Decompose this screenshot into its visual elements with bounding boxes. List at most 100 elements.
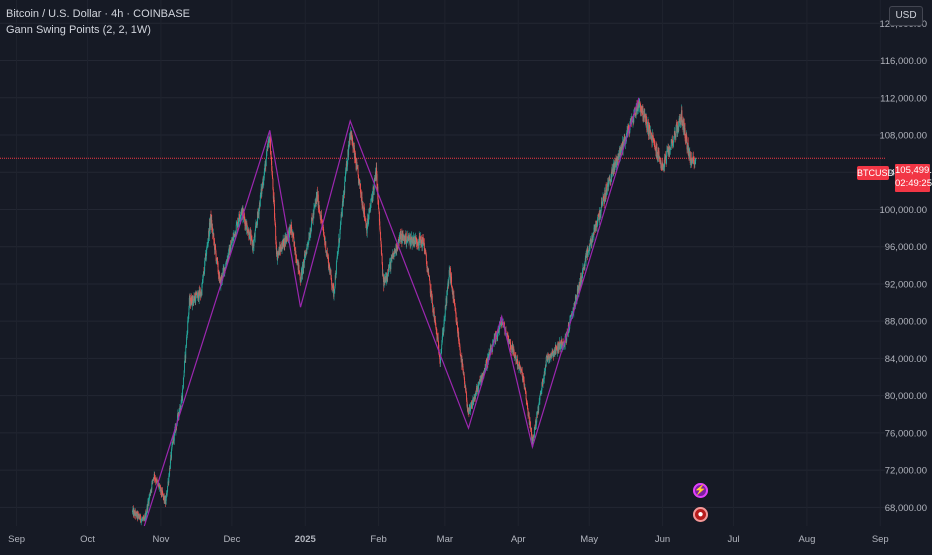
candle-body xyxy=(364,216,366,218)
candle-body xyxy=(651,134,653,143)
candle-body xyxy=(548,355,550,360)
candle-body xyxy=(675,124,677,128)
candle-body xyxy=(155,479,157,482)
candle-body xyxy=(231,240,233,243)
candle-body xyxy=(428,275,430,277)
candle-body xyxy=(199,291,201,296)
candle-body xyxy=(510,345,512,348)
candle-body xyxy=(531,431,533,441)
symbol-title[interactable]: Bitcoin / U.S. Dollar · 4h · COINBASE xyxy=(6,8,190,20)
time-tick-label: May xyxy=(580,534,598,545)
candle-body xyxy=(655,149,656,151)
candle-body xyxy=(618,153,620,156)
candle-body xyxy=(644,115,646,118)
candle-body xyxy=(250,234,252,237)
candle-body xyxy=(666,150,668,156)
candle-body xyxy=(649,128,651,134)
candle-body xyxy=(584,261,586,270)
candle-body xyxy=(273,197,275,204)
candle-body xyxy=(526,399,527,405)
candle-body xyxy=(329,268,331,274)
candle-body xyxy=(225,262,227,267)
time-axis[interactable]: Sep Oct Nov Dec 2025 Feb Mar Apr May Jun Jul Aug Sep xyxy=(8,534,889,545)
candle-body xyxy=(692,156,694,159)
indicator-title[interactable]: Gann Swing Points (2, 2, 1W) xyxy=(6,24,151,36)
candle-body xyxy=(146,511,148,514)
lightning-icon[interactable]: ⚡ xyxy=(693,483,708,498)
candle-body xyxy=(665,155,667,161)
candle-body xyxy=(310,226,312,232)
candle-body xyxy=(269,136,271,143)
candle-body xyxy=(501,322,503,325)
candle-body xyxy=(538,404,540,411)
candle-body xyxy=(381,253,383,256)
candle-body xyxy=(376,174,378,191)
candle-body xyxy=(692,156,694,163)
candle-body xyxy=(612,169,613,174)
candle-body xyxy=(299,275,301,281)
candle-body xyxy=(162,490,163,494)
candle-body xyxy=(431,294,433,296)
candle-body xyxy=(196,292,198,298)
candle-body xyxy=(413,240,415,246)
candle-body xyxy=(257,212,258,225)
candle-body xyxy=(645,116,647,124)
candle-body xyxy=(450,275,452,278)
candle-body xyxy=(339,229,341,239)
candle-body xyxy=(455,310,456,312)
candle-body xyxy=(200,295,202,297)
candle-body xyxy=(459,344,461,350)
price-tick-label: 80,000.00 xyxy=(885,391,927,402)
candle-body xyxy=(140,519,142,523)
candle-body xyxy=(237,224,239,228)
candle-body xyxy=(518,362,520,369)
candle-body xyxy=(315,201,316,204)
candle-body xyxy=(586,251,588,255)
candle-body xyxy=(694,162,696,165)
candle-body xyxy=(537,406,539,415)
candle-body xyxy=(328,263,330,269)
candle-body xyxy=(662,163,664,166)
candle-body xyxy=(670,139,672,149)
earnings-icon[interactable]: ● xyxy=(693,507,708,522)
candle-body xyxy=(331,285,333,287)
candle-body xyxy=(143,517,145,518)
currency-button[interactable]: USD xyxy=(889,6,923,26)
candle-body xyxy=(198,299,200,301)
candle-body xyxy=(180,403,182,408)
candle-body xyxy=(209,222,211,229)
candle-body xyxy=(410,242,412,245)
candle-body xyxy=(360,183,361,193)
candle-body xyxy=(333,290,335,297)
candle-body xyxy=(658,151,660,159)
candle-body xyxy=(689,151,691,163)
candle-body xyxy=(530,427,532,432)
candle-body xyxy=(538,402,540,405)
candle-body xyxy=(444,305,446,317)
candle-body xyxy=(171,445,173,449)
candle-body xyxy=(266,151,268,159)
candle-body xyxy=(392,253,394,256)
candle-body xyxy=(373,181,375,191)
candle-body xyxy=(658,150,660,152)
candle-body xyxy=(236,224,238,225)
candle-body xyxy=(657,156,659,157)
candle-body xyxy=(382,274,384,280)
candle-body xyxy=(364,216,366,221)
candle-body xyxy=(587,252,589,257)
candle-body xyxy=(396,245,398,251)
candle-body xyxy=(561,340,563,342)
candle-body xyxy=(233,234,235,237)
price-axis[interactable]: 68,000.00 72,000.00 76,000.00 80,000.00 84,0… xyxy=(879,19,927,514)
candle-body xyxy=(475,388,477,395)
candle-body xyxy=(367,220,369,224)
candle-body xyxy=(348,146,350,147)
candle-body xyxy=(151,480,153,483)
candle-body xyxy=(659,157,661,160)
candle-body xyxy=(669,148,671,150)
candle-body xyxy=(369,207,371,210)
candle-body xyxy=(527,408,529,416)
candle-body xyxy=(519,367,521,369)
